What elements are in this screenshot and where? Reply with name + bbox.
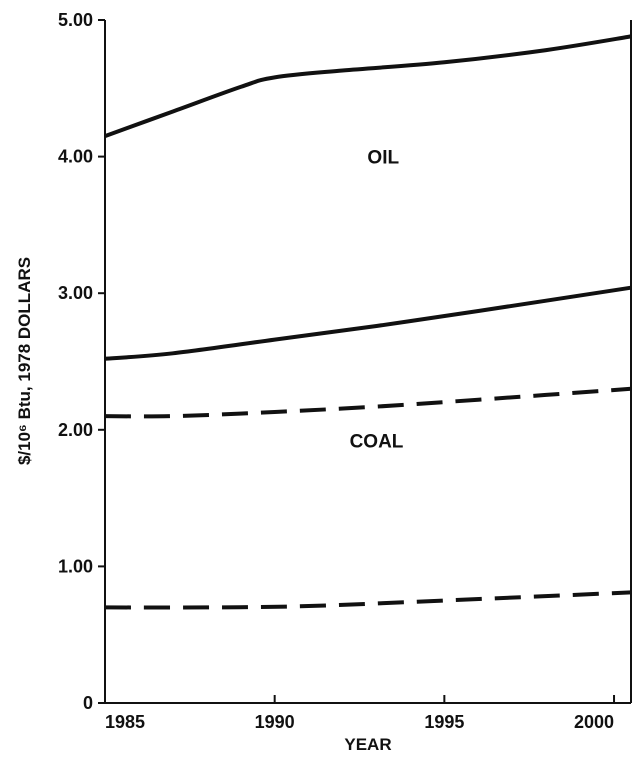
- x-axis-title: YEAR: [344, 735, 391, 754]
- plot-frame: [104, 20, 632, 704]
- region-label-oil: OIL: [367, 147, 399, 168]
- y-tick-label: 4.00: [58, 147, 93, 167]
- region-label-coal: COAL: [350, 432, 404, 453]
- x-tick-label: 2000: [574, 712, 614, 732]
- y-tick-label: 1.00: [58, 556, 93, 576]
- series-line-2: [104, 285, 632, 361]
- y-tick-label: 5.00: [58, 10, 93, 30]
- series-line-1: [104, 34, 632, 138]
- x-tick-label: 1990: [255, 712, 295, 732]
- y-axis-title: $/10⁶ Btu, 1978 DOLLARS: [15, 257, 34, 465]
- series-lines: [104, 34, 632, 610]
- y-tick-label: 2.00: [58, 420, 93, 440]
- series-line-3: [104, 386, 632, 419]
- tick-marks: [98, 19, 616, 704]
- y-tick-label: 0: [83, 693, 93, 713]
- x-tick-label: 1985: [105, 712, 145, 732]
- region-labels: OIL COAL: [350, 147, 404, 452]
- series-line-4: [104, 590, 632, 610]
- y-tick-label: 3.00: [58, 283, 93, 303]
- tick-labels: 0 1.00 2.00 3.00 4.00 5.00 1985 1990 1995 2000: [58, 10, 614, 732]
- x-tick-label: 1995: [424, 712, 464, 732]
